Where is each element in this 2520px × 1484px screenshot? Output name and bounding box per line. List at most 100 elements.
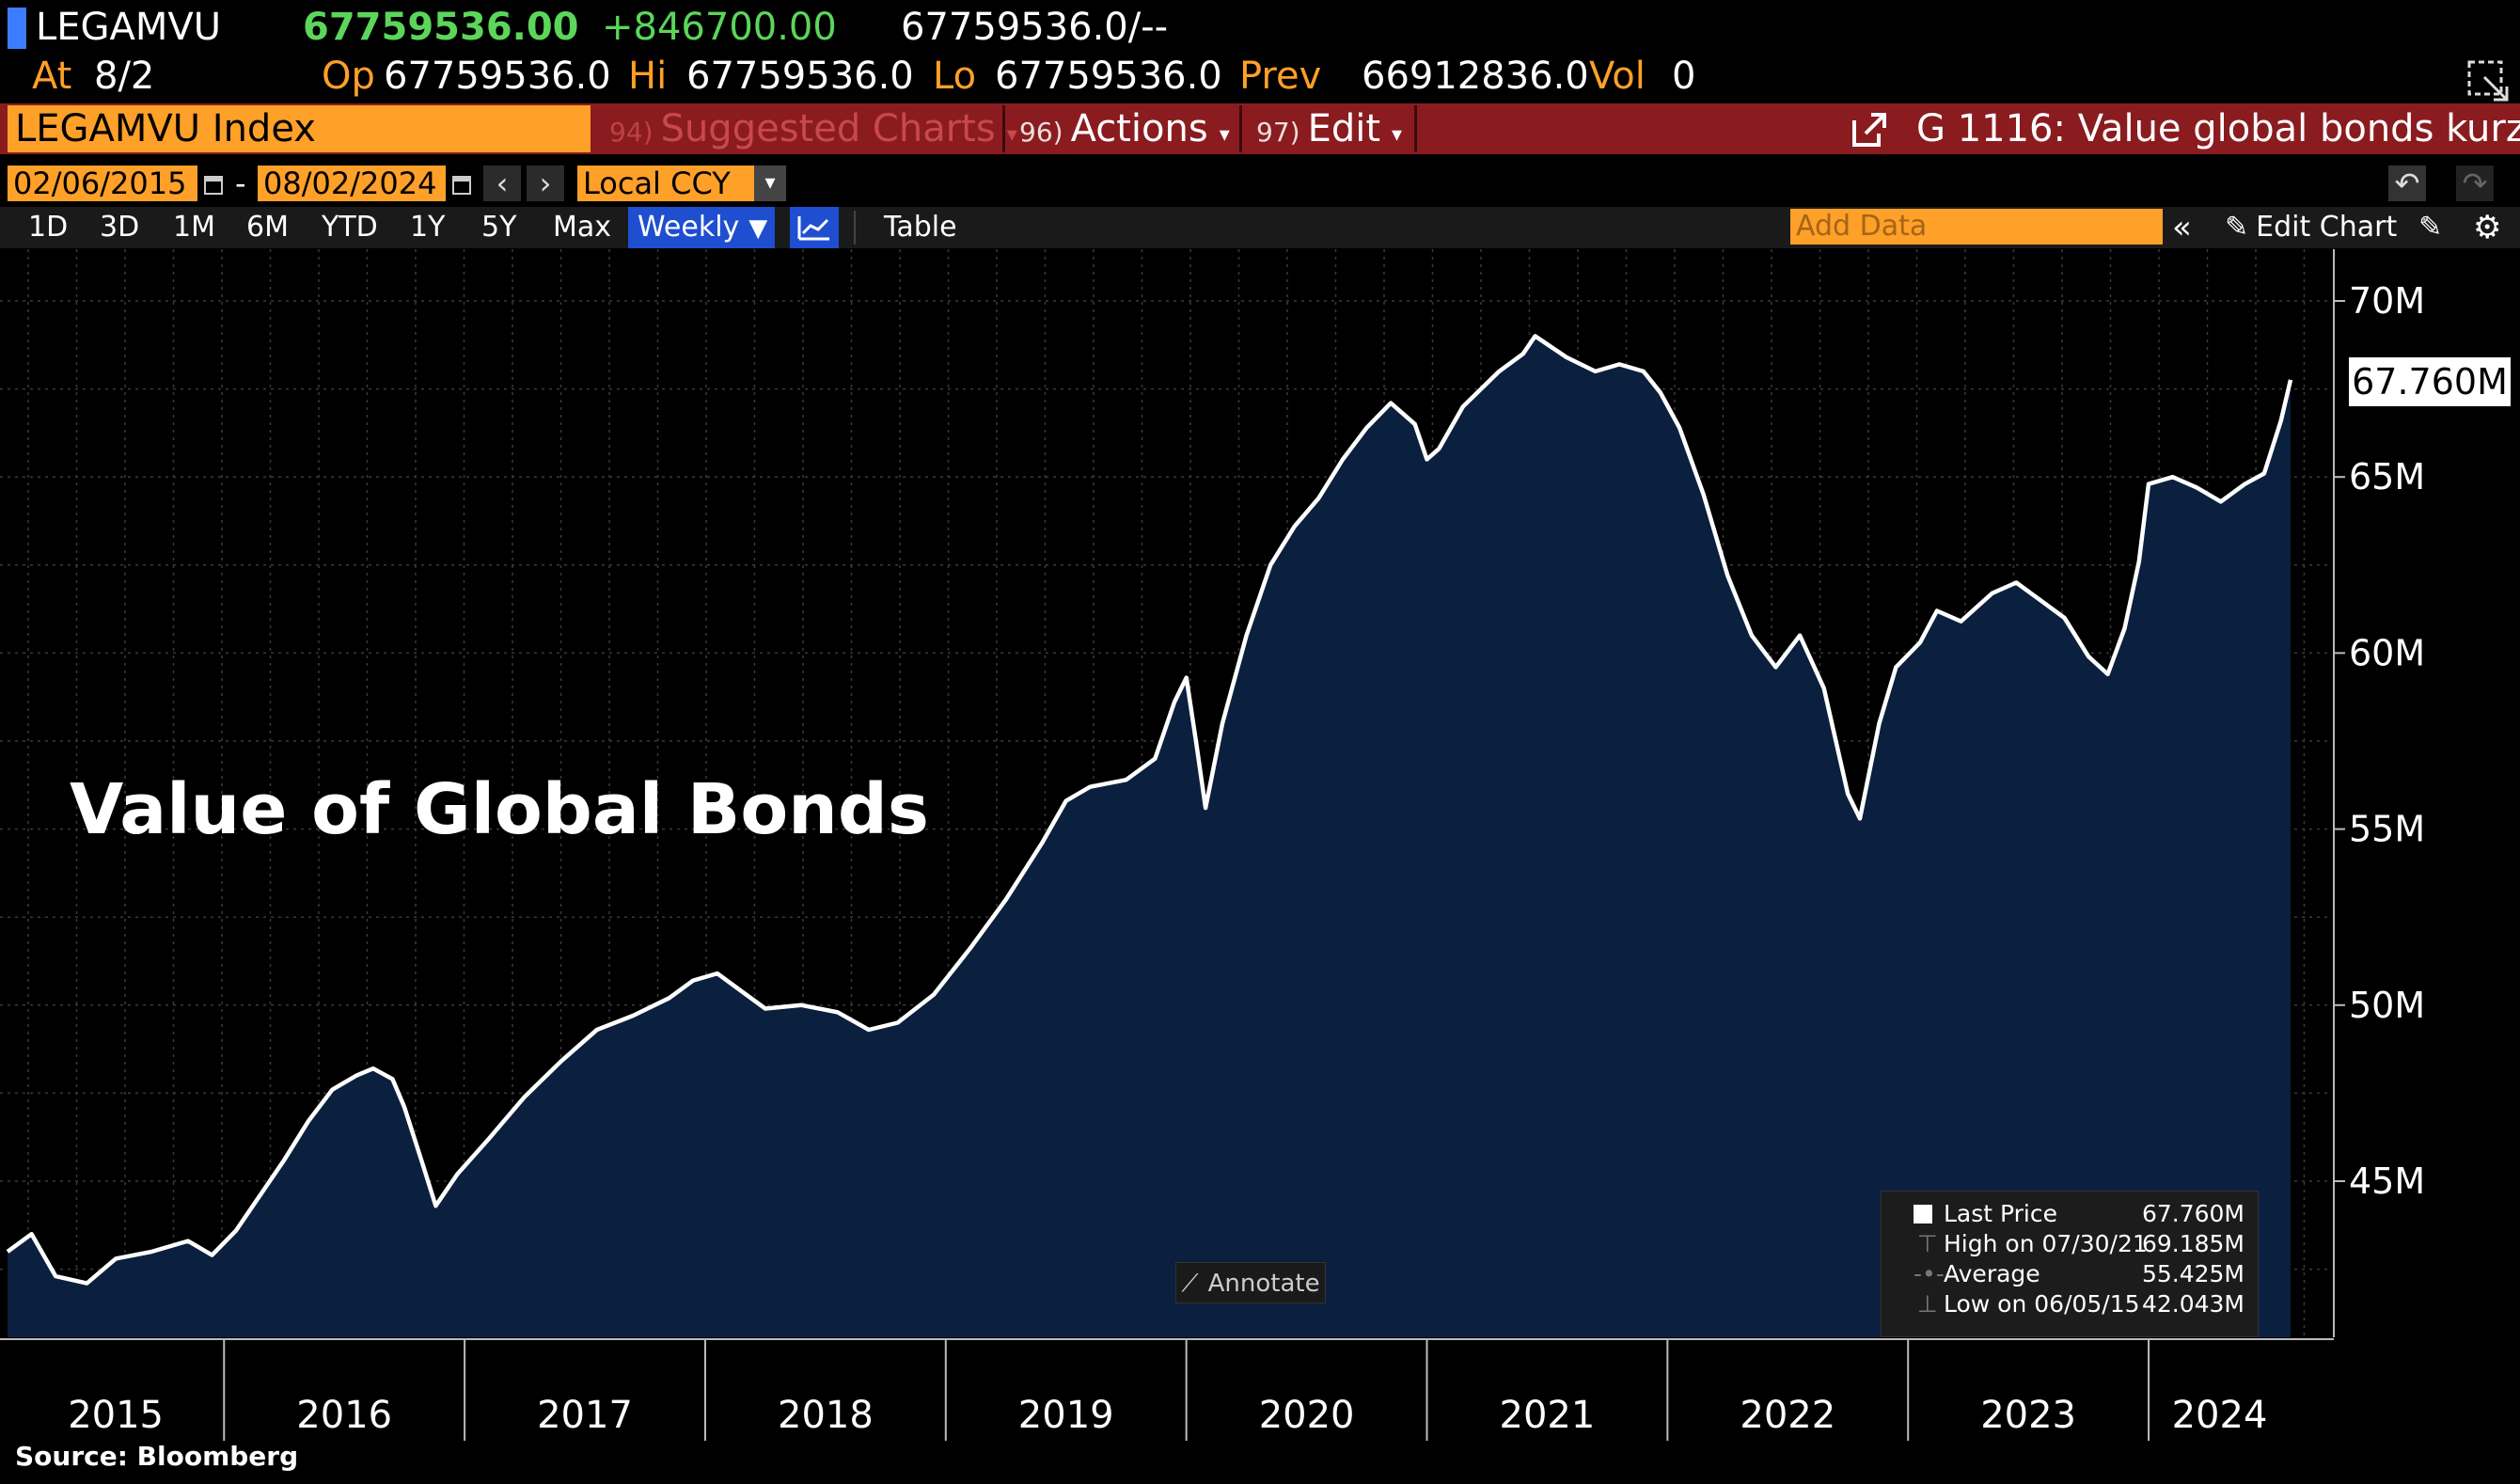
average-marker-icon: -•- <box>1914 1260 1945 1287</box>
security-field[interactable]: LEGAMVU Index <box>8 105 591 152</box>
y-axis: 45M 50M 55M 60M 65M 70M <box>2333 249 2425 1337</box>
suggested-num: 94) <box>609 117 654 148</box>
low-marker-icon: ⊥ <box>1917 1290 1938 1318</box>
currency-select[interactable]: Local CCY <box>577 166 786 201</box>
suggested-label: Suggested Charts <box>660 107 996 150</box>
frequency-select[interactable]: Weekly ▼ <box>628 207 775 248</box>
actions-button[interactable]: 96) Actions ▾ <box>1008 105 1241 152</box>
chart-settings-edit-icon[interactable]: ✎ <box>2418 211 2443 244</box>
source-note: Source: Bloomberg <box>15 1441 299 1472</box>
popout-icon[interactable] <box>2465 58 2511 102</box>
x-tick-label: 2021 <box>1500 1394 1596 1437</box>
y-tick-label: 45M <box>2349 1160 2425 1202</box>
redo-icon[interactable]: ↷ <box>2456 166 2494 201</box>
edit-label: Edit <box>1307 107 1381 150</box>
edit-num: 97) <box>1256 117 1300 148</box>
prev-label: Prev <box>1239 55 1322 98</box>
legend-last-price: Last Price 67.760M <box>1882 1199 2258 1229</box>
add-data-input[interactable]: Add Data <box>1790 209 2163 245</box>
chevron-down-icon[interactable]: ▾ <box>754 166 786 201</box>
price-chart[interactable]: 45M 50M 55M 60M 65M 70M 2015 2016 2017 2018 2019 2… <box>0 249 2520 1444</box>
edit-button[interactable]: 97) Edit ▾ <box>1245 105 1413 152</box>
frequency-label: Weekly <box>638 211 740 244</box>
x-tick-label: 2016 <box>296 1394 392 1437</box>
line-chart-icon <box>797 216 829 241</box>
date-separator: - <box>235 166 246 201</box>
dropdown-arrow-icon: ▾ <box>1006 123 1017 147</box>
range-max[interactable]: Max <box>553 211 612 244</box>
next-period-button[interactable]: › <box>527 166 564 201</box>
line-chart-button[interactable] <box>790 207 839 248</box>
dropdown-arrow-icon: ▾ <box>1219 123 1230 147</box>
range-3d[interactable]: 3D <box>100 211 140 244</box>
menu-divider <box>1414 105 1417 152</box>
legend-value: 55.425M <box>2141 1260 2244 1287</box>
overlay-title: Value of Global Bonds <box>70 769 929 850</box>
x-tick-label: 2024 <box>2172 1394 2268 1437</box>
price-change: +846700.00 <box>602 6 837 49</box>
calendar-icon[interactable] <box>451 169 472 197</box>
external-link-icon[interactable] <box>1851 111 1890 149</box>
range-1d[interactable]: 1D <box>28 211 69 244</box>
toolbar-divider <box>854 211 856 245</box>
bid-ask: 67759536.0/-- <box>901 6 1169 49</box>
actions-label: Actions <box>1070 107 1208 150</box>
start-date-input[interactable]: 02/06/2015 <box>8 166 197 201</box>
pencil-icon: ✎ <box>2225 211 2249 244</box>
x-tick-label: 2017 <box>537 1394 633 1437</box>
pencil-icon: ⟋ <box>1181 1270 1199 1298</box>
range-5y[interactable]: 5Y <box>481 211 517 244</box>
y-tick-label: 50M <box>2349 985 2425 1026</box>
calendar-icon[interactable] <box>203 169 224 197</box>
legend-average: -•- Average 55.425M <box>1882 1259 2258 1289</box>
annotate-button[interactable]: ⟋ Annotate <box>1175 1262 1326 1303</box>
dropdown-arrow-icon: ▾ <box>1392 123 1403 147</box>
x-tick-label: 2019 <box>1018 1394 1114 1437</box>
legend-label: Low on 06/05/15 <box>1944 1290 2140 1318</box>
low-value: 67759536.0 <box>995 55 1222 98</box>
x-tick-label: 2023 <box>1980 1394 2076 1437</box>
open-label: Op <box>322 55 375 98</box>
legend-value: 69.185M <box>2141 1230 2244 1257</box>
menu-divider <box>1239 105 1242 152</box>
gear-icon[interactable]: ⚙ <box>2473 209 2502 246</box>
range-ytd[interactable]: YTD <box>322 211 378 244</box>
y-tick-label: 65M <box>2349 456 2425 497</box>
security-flag <box>8 8 26 49</box>
chart-title: G 1116: Value global bonds kurz <box>1916 107 2520 150</box>
end-date-input[interactable]: 08/02/2024 <box>258 166 446 201</box>
legend-value: 67.760M <box>2141 1200 2244 1227</box>
range-1m[interactable]: 1M <box>173 211 215 244</box>
series-line <box>6 334 2293 1286</box>
edit-chart-button[interactable]: ✎ Edit Chart <box>2225 207 2397 248</box>
collapse-icon[interactable]: « <box>2172 209 2192 246</box>
x-axis: 2015 2016 2017 2018 2019 2020 2021 2022 2023 2024 <box>0 1338 2334 1441</box>
actions-num: 96) <box>1019 117 1063 148</box>
range-6m[interactable]: 6M <box>246 211 289 244</box>
high-marker-icon: ⊤ <box>1917 1230 1938 1257</box>
x-tick-label: 2020 <box>1259 1394 1355 1437</box>
edit-chart-label: Edit Chart <box>2256 211 2398 244</box>
legend-label: Average <box>1944 1260 2040 1287</box>
y-tick-label: 70M <box>2349 280 2425 322</box>
suggested-charts-button[interactable]: 94) Suggested Charts ▾ <box>598 105 1029 152</box>
at-value: 8/2 <box>94 55 155 98</box>
legend-swatch <box>1914 1205 1932 1224</box>
ticker[interactable]: LEGAMVU <box>36 6 222 49</box>
open-value: 67759536.0 <box>384 55 611 98</box>
undo-icon[interactable]: ↶ <box>2388 166 2426 201</box>
chart-legend[interactable]: Last Price 67.760M ⊤ High on 07/30/21 69… <box>1881 1191 2259 1337</box>
prev-period-button[interactable]: ‹ <box>483 166 521 201</box>
at-label: At <box>32 55 72 98</box>
legend-label: Last Price <box>1944 1200 2058 1227</box>
y-tick-label: 55M <box>2349 809 2425 850</box>
high-label: Hi <box>628 55 668 98</box>
range-1y[interactable]: 1Y <box>410 211 446 244</box>
last-value-tag: 67.760M <box>2349 357 2511 406</box>
x-tick-label: 2018 <box>778 1394 874 1437</box>
legend-label: High on 07/30/21 <box>1944 1230 2148 1257</box>
table-button[interactable]: Table <box>884 211 957 244</box>
legend-value: 42.043M <box>2141 1290 2244 1318</box>
x-tick-label: 2015 <box>68 1394 164 1437</box>
y-tick-label: 60M <box>2349 632 2425 673</box>
